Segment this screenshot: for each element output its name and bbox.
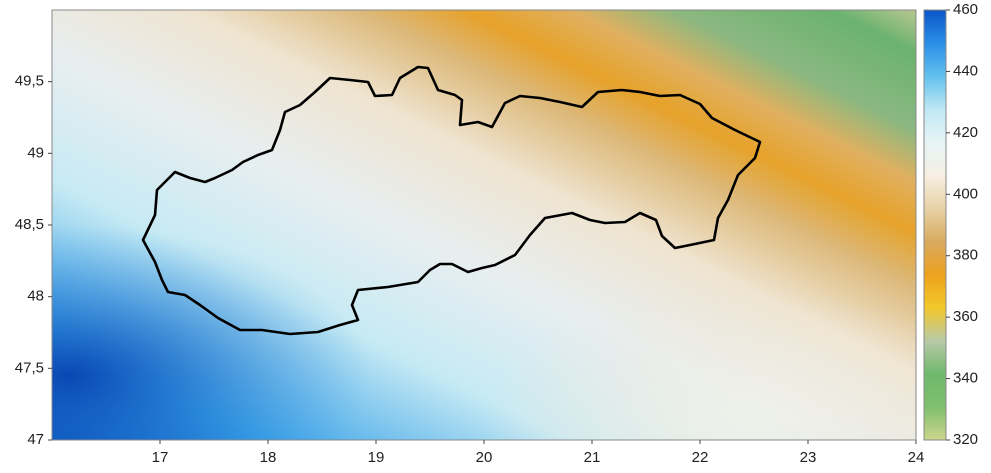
x-tick-label: 24 xyxy=(908,449,925,466)
colorbar-tick-label: 400 xyxy=(953,185,978,202)
terrain-shade xyxy=(52,10,916,440)
x-tick-label: 17 xyxy=(152,449,169,466)
y-tick-label: 47 xyxy=(27,431,44,448)
x-tick-label: 20 xyxy=(476,449,493,466)
map-figure: 17 18 19 20 21 22 23 24 47 47,5 48 48,5 49 49,5 320 340… xyxy=(0,0,991,468)
colorbar-tick-label: 460 xyxy=(953,1,978,18)
colorbar-tick-label: 340 xyxy=(953,370,978,387)
map-area xyxy=(52,10,916,440)
y-tick-label: 48 xyxy=(27,288,44,305)
colorbar-tick-label: 440 xyxy=(953,62,978,79)
y-tick-label: 47,5 xyxy=(15,359,44,376)
x-tick-label: 22 xyxy=(692,449,709,466)
x-tick-label: 19 xyxy=(368,449,385,466)
y-tick-label: 49 xyxy=(27,144,44,161)
colorbar-tick-label: 380 xyxy=(953,247,978,264)
y-tick-label: 49,5 xyxy=(15,73,44,90)
colorbar-tick-label: 360 xyxy=(953,308,978,325)
colorbar-tick-label: 420 xyxy=(953,124,978,141)
y-tick-label: 48,5 xyxy=(15,216,44,233)
x-tick-label: 23 xyxy=(800,449,817,466)
colorbar-tick-label: 320 xyxy=(953,431,978,448)
x-tick-label: 18 xyxy=(260,449,277,466)
colorbar xyxy=(924,10,946,440)
x-tick-label: 21 xyxy=(584,449,601,466)
